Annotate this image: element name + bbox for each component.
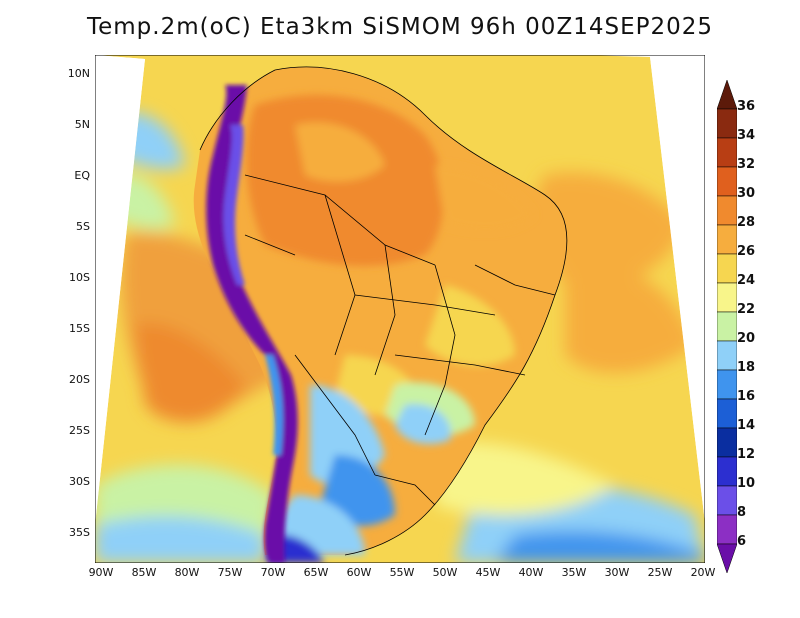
lon-label-60w: 60W (346, 566, 372, 579)
lat-label-30s: 30S (69, 475, 90, 488)
lon-label-85w: 85W (131, 566, 157, 579)
lat-label-10s: 10S (69, 271, 90, 284)
colorbar (717, 80, 737, 574)
lon-label-50w: 50W (432, 566, 458, 579)
colorbar-label-26: 26 (737, 244, 756, 259)
colorbar-segment (717, 369, 737, 400)
colorbar-label-16: 16 (737, 389, 756, 404)
colorbar-label-6: 6 (737, 534, 747, 549)
lat-label-5n: 5N (74, 118, 90, 131)
colorbar-segment (717, 195, 737, 226)
colorbar-label-30: 30 (737, 186, 756, 201)
lon-label-35w: 35W (561, 566, 587, 579)
continent (193, 67, 567, 563)
colorbar-arrow-bottom (717, 543, 737, 574)
lon-label-75w: 75W (217, 566, 243, 579)
lat-label-5s: 5S (76, 220, 90, 233)
colorbar-segment (717, 340, 737, 371)
lat-label-15s: 15S (69, 322, 90, 335)
lon-label-55w: 55W (389, 566, 415, 579)
colorbar-segment (717, 108, 737, 139)
lon-label-45w: 45W (475, 566, 501, 579)
country-borders (199, 66, 568, 556)
colorbar-segment (717, 137, 737, 168)
lon-label-20w: 20W (690, 566, 716, 579)
lon-label-65w: 65W (303, 566, 329, 579)
colorbar-segment (717, 253, 737, 284)
colorbar-label-22: 22 (737, 302, 756, 317)
map-canvas (95, 55, 705, 563)
colorbar-segment (717, 398, 737, 429)
temperature-field (95, 55, 705, 563)
lon-label-30w: 30W (604, 566, 630, 579)
colorbar-segment (717, 427, 737, 458)
colorbar-label-10: 10 (737, 476, 756, 491)
lat-label-35s: 35S (69, 526, 90, 539)
colorbar-label-34: 34 (737, 128, 756, 143)
map-title: Temp.2m(oC) Eta3km SiSMOM 96h 00Z14SEP20… (86, 14, 714, 40)
colorbar-label-8: 8 (737, 505, 747, 520)
colorbar-segment (717, 311, 737, 342)
colorbar-label-28: 28 (737, 215, 756, 230)
lat-label-eq: EQ (74, 169, 90, 182)
colorbar-segment (717, 166, 737, 197)
lat-label-20s: 20S (69, 373, 90, 386)
colorbar-label-24: 24 (737, 273, 756, 288)
colorbar-segment (717, 282, 737, 313)
lon-label-90w: 90W (88, 566, 114, 579)
colorbar-label-32: 32 (737, 157, 756, 172)
colorbar-label-14: 14 (737, 418, 756, 433)
lon-label-80w: 80W (174, 566, 200, 579)
colorbar-segment (717, 224, 737, 255)
colorbar-label-12: 12 (737, 447, 756, 462)
colorbar-segments (717, 80, 737, 574)
lon-label-70w: 70W (260, 566, 286, 579)
temperature-map (95, 55, 705, 563)
lon-label-40w: 40W (518, 566, 544, 579)
colorbar-label-20: 20 (737, 331, 756, 346)
colorbar-segment (717, 485, 737, 516)
colorbar-segment (717, 456, 737, 487)
lat-label-10n: 10N (67, 67, 90, 80)
lon-label-25w: 25W (647, 566, 673, 579)
colorbar-segment (717, 514, 737, 545)
colorbar-label-36: 36 (737, 99, 756, 114)
colorbar-label-18: 18 (737, 360, 756, 375)
colorbar-arrow-top (717, 80, 737, 110)
lat-label-25s: 25S (69, 424, 90, 437)
